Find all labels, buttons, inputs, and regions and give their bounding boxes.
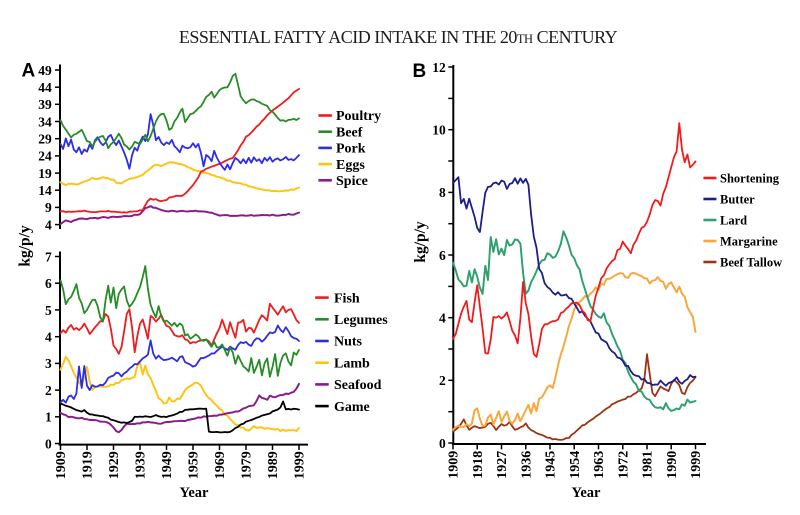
svg-text:Year: Year	[180, 485, 210, 501]
svg-text:44: 44	[38, 80, 52, 95]
svg-text:1919: 1919	[81, 451, 96, 479]
svg-text:Legumes: Legumes	[334, 313, 388, 328]
svg-text:Margarine: Margarine	[720, 235, 778, 249]
svg-text:4: 4	[439, 311, 446, 326]
svg-text:2: 2	[439, 373, 446, 388]
svg-text:1979: 1979	[240, 451, 255, 479]
svg-text:Shortening: Shortening	[720, 172, 780, 186]
svg-text:Seafood: Seafood	[334, 378, 382, 393]
svg-text:A: A	[22, 61, 36, 82]
svg-text:1927: 1927	[495, 451, 510, 479]
svg-text:1954: 1954	[568, 451, 583, 479]
svg-text:Lamb: Lamb	[334, 356, 370, 371]
svg-text:10: 10	[432, 123, 446, 138]
svg-text:1936: 1936	[520, 451, 535, 479]
svg-text:Game: Game	[334, 400, 370, 415]
svg-text:B: B	[413, 61, 427, 82]
svg-text:Eggs: Eggs	[336, 158, 365, 173]
svg-text:1972: 1972	[617, 451, 632, 479]
svg-text:0: 0	[45, 436, 52, 451]
svg-text:7: 7	[45, 249, 52, 264]
svg-text:6: 6	[45, 276, 52, 291]
svg-text:ESSENTIAL FATTY ACID INTAKE IN: ESSENTIAL FATTY ACID INTAKE IN THE 20TH …	[179, 27, 618, 47]
svg-text:49: 49	[38, 63, 52, 78]
svg-text:14: 14	[38, 183, 52, 198]
svg-text:2: 2	[45, 383, 52, 398]
svg-text:1959: 1959	[187, 451, 202, 479]
svg-text:19: 19	[38, 166, 52, 181]
svg-text:Spice: Spice	[336, 174, 368, 189]
svg-text:Beef: Beef	[336, 125, 363, 140]
svg-text:1929: 1929	[107, 451, 122, 479]
svg-text:4: 4	[45, 330, 52, 345]
svg-text:1969: 1969	[213, 451, 228, 479]
svg-text:1963: 1963	[592, 451, 607, 479]
svg-text:8: 8	[439, 185, 446, 200]
svg-text:1999: 1999	[293, 451, 308, 479]
svg-text:3: 3	[45, 356, 52, 371]
svg-text:0: 0	[439, 436, 446, 451]
svg-text:kg/p/y: kg/p/y	[412, 221, 429, 263]
svg-text:9: 9	[45, 200, 52, 215]
svg-text:34: 34	[38, 114, 52, 129]
svg-text:1918: 1918	[471, 451, 486, 479]
svg-text:Butter: Butter	[720, 193, 755, 207]
svg-text:Poultry: Poultry	[336, 109, 381, 124]
svg-text:6: 6	[439, 248, 446, 263]
svg-text:1945: 1945	[544, 451, 559, 479]
svg-text:kg/p/y: kg/p/y	[17, 225, 34, 267]
svg-text:1989: 1989	[266, 451, 281, 479]
svg-text:Lard: Lard	[720, 214, 747, 228]
svg-text:1990: 1990	[665, 451, 680, 479]
svg-text:1949: 1949	[160, 451, 175, 479]
svg-text:Year: Year	[572, 485, 602, 501]
svg-text:Beef Tallow: Beef Tallow	[720, 256, 782, 270]
svg-text:39: 39	[38, 97, 52, 112]
svg-text:1: 1	[45, 410, 52, 425]
svg-text:4: 4	[45, 217, 52, 232]
svg-text:1981: 1981	[641, 451, 656, 479]
svg-text:Nuts: Nuts	[334, 335, 363, 350]
svg-text:1909: 1909	[54, 451, 69, 479]
svg-text:29: 29	[38, 132, 52, 147]
svg-text:Fish: Fish	[334, 291, 360, 306]
svg-text:Pork: Pork	[336, 142, 366, 157]
svg-text:12: 12	[432, 60, 446, 75]
svg-text:1939: 1939	[134, 451, 149, 479]
svg-text:1999: 1999	[689, 451, 704, 479]
svg-text:1909: 1909	[447, 451, 462, 479]
svg-text:24: 24	[38, 149, 52, 164]
svg-text:5: 5	[45, 303, 52, 318]
